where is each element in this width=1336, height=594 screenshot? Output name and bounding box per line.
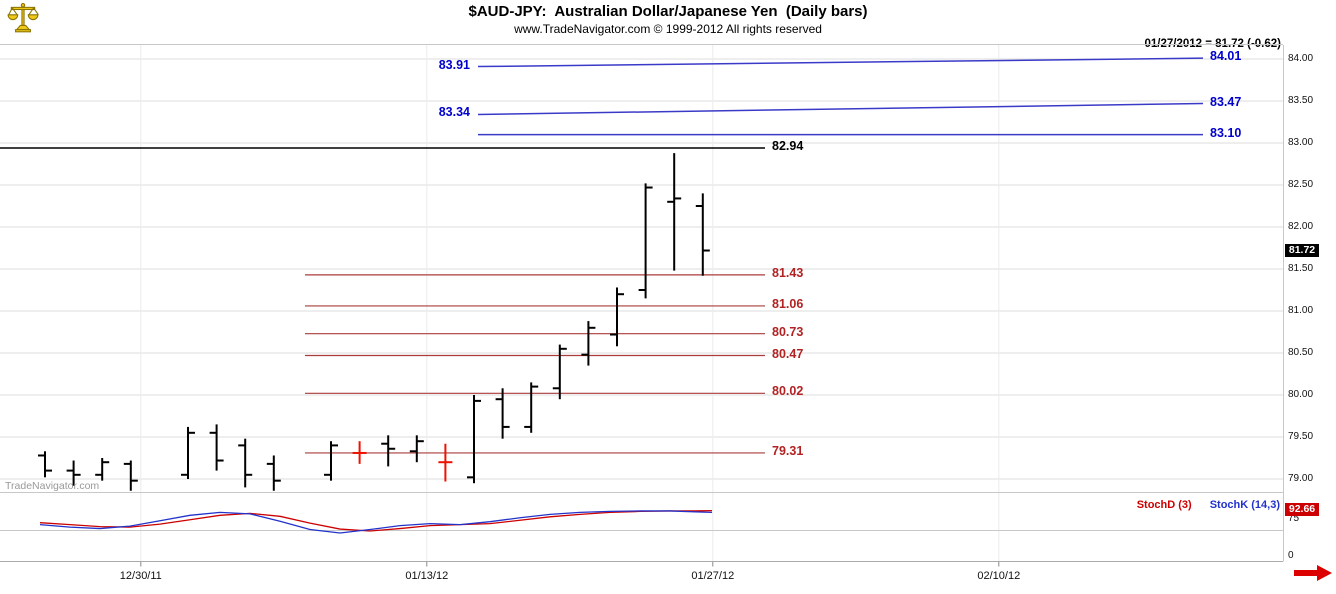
stochd-legend-label: StochD (3) [1136, 499, 1192, 511]
blue-level-line [477, 57, 1204, 68]
blue-level-line [477, 102, 1204, 116]
trade-navigator-logo-icon [6, 2, 40, 34]
scroll-right-arrow[interactable] [1294, 565, 1332, 581]
stoch-value-badge: 92.66 [1285, 503, 1319, 516]
watermark: TradeNavigator.com [5, 480, 100, 492]
stochk-legend-label: StochK (14,3) [1209, 499, 1280, 511]
stochd-line [39, 509, 713, 532]
copyright-subtitle: www.TradeNavigator.com © 1999-2012 All r… [514, 22, 822, 36]
last-price-badge: 81.72 [1285, 244, 1319, 257]
stoch-legend: StochD (3) StochK (14,3) [1137, 499, 1280, 511]
stochk-line [39, 510, 713, 534]
chart-title: $AUD-JPY: Australian Dollar/Japanese Yen… [468, 3, 868, 20]
